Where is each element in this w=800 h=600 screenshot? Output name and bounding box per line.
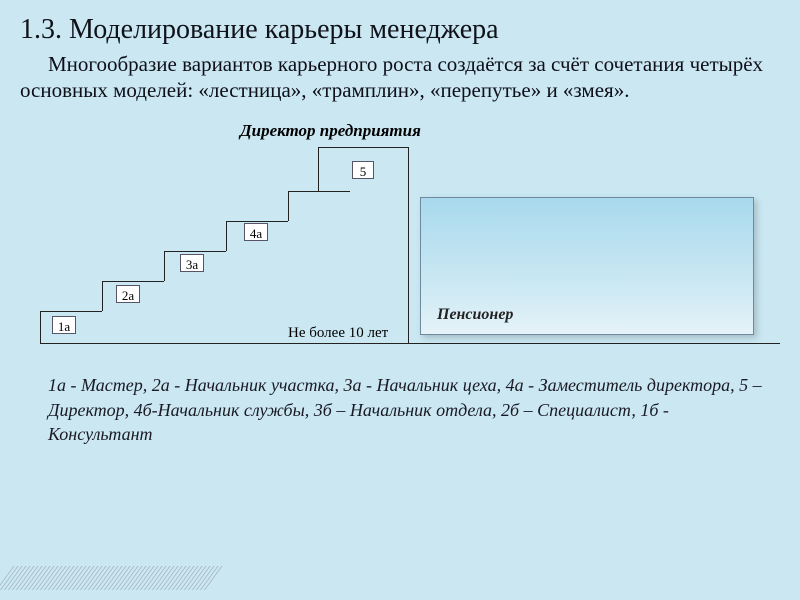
step-box: 1a [52, 316, 76, 334]
pensioner-box: Пенсионер [420, 197, 754, 335]
stair-hseg [288, 191, 350, 192]
step-box: 3a [180, 254, 204, 272]
career-staircase-diagram: Директор предприятия 1a 2a 3a 4a 5 Не более … [20, 121, 780, 361]
step-box: 5 [352, 161, 374, 179]
axis-note: Не более 10 лет [288, 325, 388, 342]
stair-hseg [164, 251, 226, 252]
stair-hseg [40, 343, 780, 344]
stair-vseg [164, 251, 165, 281]
stair-hseg [318, 147, 408, 148]
stair-vseg [288, 191, 289, 221]
stair-vseg [226, 221, 227, 251]
stair-hseg [40, 311, 102, 312]
stair-vseg [408, 147, 409, 343]
stair-vseg [40, 311, 41, 343]
pensioner-label: Пенсионер [437, 306, 513, 324]
intro-paragraph: Многообразие вариантов карьерного роста … [0, 52, 800, 103]
legend-text: 1а - Мастер, 2а - Начальник участка, 3а … [0, 365, 800, 446]
page-title: 1.3. Моделирование карьеры менеджера [0, 0, 800, 52]
stair-vseg [318, 147, 319, 191]
stair-vseg [102, 281, 103, 311]
diagram-top-label: Директор предприятия [240, 121, 421, 141]
stair-hseg [226, 221, 288, 222]
step-box: 4a [244, 223, 268, 241]
step-box: 2a [116, 285, 140, 303]
stair-hseg [102, 281, 164, 282]
slide-hatch-decoration [0, 566, 223, 590]
